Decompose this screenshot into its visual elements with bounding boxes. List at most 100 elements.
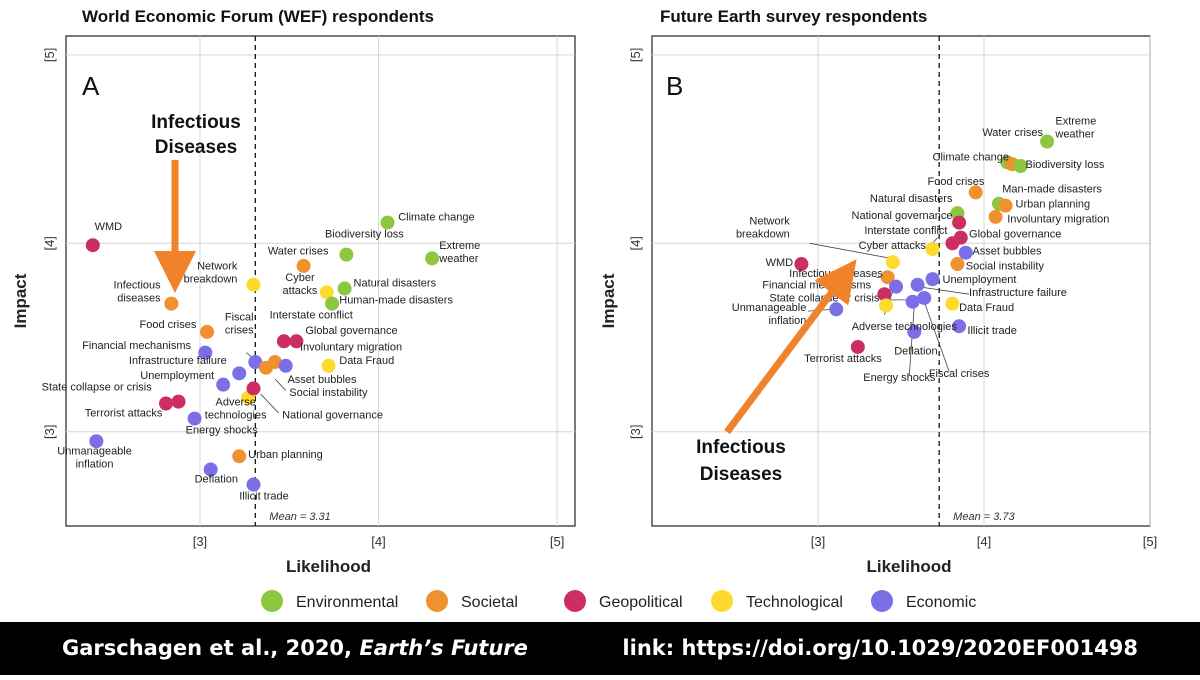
label-line: Adverse technologies xyxy=(852,321,958,333)
x-tick-label: [3] xyxy=(193,534,207,549)
point-urban-planning xyxy=(232,449,247,464)
label-line: Data Fraud xyxy=(959,302,1014,314)
label-line: National governance xyxy=(852,210,953,222)
point-unemployment xyxy=(216,377,231,392)
label-line: Natural disasters xyxy=(354,278,437,290)
point-label-terrorist-attacks: Terrorist attacks xyxy=(85,408,163,420)
point-label-urban-planning: Urban planning xyxy=(1016,199,1091,211)
panel-label: B xyxy=(666,71,683,101)
point-label-water-crises: Water crises xyxy=(268,246,329,258)
point-label-unemployment: Unemployment xyxy=(140,370,214,382)
doi-link[interactable]: link: https://doi.org/10.1029/2020EF0014… xyxy=(622,636,1138,660)
label-line: Infrastructure failure xyxy=(129,355,227,367)
label-line: diseases xyxy=(117,293,161,305)
label-line: Cyber attacks xyxy=(859,240,927,252)
point-biodiversity-loss xyxy=(1013,159,1028,174)
point-extreme-weather xyxy=(1040,134,1055,149)
point-energy-shocks xyxy=(905,294,920,309)
label-line: Social instability xyxy=(966,261,1045,273)
annotation-text: Infectious Diseases xyxy=(151,112,241,158)
leader-line xyxy=(908,305,915,376)
point-state-collapse-or-crisis xyxy=(877,287,892,302)
leader-line xyxy=(274,378,286,391)
point-natural-disasters xyxy=(337,281,352,296)
label-line: Climate change xyxy=(398,212,474,224)
point-label-deflation: Deflation xyxy=(894,346,937,358)
annotation-line: Infectious xyxy=(151,112,241,133)
point-national-governance xyxy=(952,215,967,230)
label-line: crises xyxy=(225,325,254,337)
x-tick-label: [5] xyxy=(550,534,564,549)
point-label-food-crises: Food crises xyxy=(140,319,197,331)
legend-label: Geopolitical xyxy=(599,594,683,611)
point-financial-mechanisms xyxy=(889,279,904,294)
point-biodiversity-loss xyxy=(339,247,354,262)
label-line: Financial mechanisms xyxy=(82,340,191,352)
point-deflation xyxy=(203,462,218,477)
label-line: WMD xyxy=(766,257,794,269)
point-label-cyber-attacks: Cyber attacks xyxy=(859,240,927,252)
label-line: weather xyxy=(1054,129,1094,141)
legend-swatch xyxy=(871,590,893,612)
label-line: breakdown xyxy=(184,274,238,286)
legend-swatch xyxy=(261,590,283,612)
label-line: Infectious diseases xyxy=(789,268,883,280)
point-label-unmanageable-inflation: Unmanageable inflation xyxy=(732,302,807,327)
label-line: Deflation xyxy=(894,346,937,358)
legend-swatch xyxy=(426,590,448,612)
point-label-climate-change: Climate change xyxy=(398,212,474,224)
leader-line xyxy=(809,242,892,259)
label-line: Water crises xyxy=(982,127,1043,139)
point-label-national-governance: National governance xyxy=(852,210,953,222)
point-terrorist-attacks xyxy=(171,394,186,409)
label-line: Climate change xyxy=(933,151,1009,163)
legend-item-societal: Societal xyxy=(426,590,518,612)
point-label-biodiversity-loss: Biodiversity loss xyxy=(325,229,404,241)
point-label-interstate-conflict: Interstate conflict xyxy=(270,310,353,322)
label-line: Network xyxy=(197,261,238,273)
chart-title: Future Earth survey respondents xyxy=(660,7,927,26)
label-line: Terrorist attacks xyxy=(804,353,882,365)
label-line: Human-made disasters xyxy=(339,295,453,307)
label-line: Man-made disasters xyxy=(1002,183,1102,195)
point-data-fraud xyxy=(945,296,960,311)
point-wmd xyxy=(794,257,809,272)
label-line: Asset bubbles xyxy=(972,246,1042,258)
point-national-governance xyxy=(246,381,261,396)
point-infrastructure-failure xyxy=(910,277,925,292)
point-label-energy-shocks: Energy shocks xyxy=(186,425,259,437)
label-line: Food crises xyxy=(928,176,985,188)
label-line: Unmanageable xyxy=(732,302,807,314)
legend-swatch xyxy=(564,590,586,612)
legend-label: Technological xyxy=(746,594,843,611)
point-adverse-technologies xyxy=(879,298,894,313)
point-network-breakdown xyxy=(246,277,261,292)
label-line: weather xyxy=(438,253,478,265)
label-line: Financial mechanisms xyxy=(762,280,871,292)
point-label-food-crises: Food crises xyxy=(928,176,985,188)
x-axis-title: Likelihood xyxy=(867,557,952,576)
annotation-line: Infectious xyxy=(696,437,786,458)
panel-a: World Economic Forum (WEF) respondents [3… xyxy=(11,7,576,576)
point-label-social-instability: Social instability xyxy=(289,387,368,399)
point-label-illicit-trade: Illicit trade xyxy=(239,491,289,503)
label-line: WMD xyxy=(95,221,123,233)
point-label-network-breakdown: Network breakdown xyxy=(184,261,238,286)
point-illicit-trade xyxy=(952,319,967,334)
point-label-deflation: Deflation xyxy=(195,474,238,486)
label-line: Natural disasters xyxy=(870,193,953,205)
label-line: Global governance xyxy=(305,325,397,337)
label-line: inflation xyxy=(768,315,806,327)
label-line: Illicit trade xyxy=(967,325,1017,337)
label-line: Interstate conflict xyxy=(270,310,353,322)
y-tick-label: [5] xyxy=(42,48,57,62)
point-asset-bubbles xyxy=(278,358,293,373)
y-axis-title: Impact xyxy=(599,273,618,328)
label-line: Urban planning xyxy=(248,449,323,461)
point-label-energy-shocks: Energy shocks xyxy=(863,372,936,384)
label-line: Asset bubbles xyxy=(287,374,357,386)
panel-label: A xyxy=(82,71,100,101)
footer-bar: Garschagen et al., 2020, Earth’s Future … xyxy=(0,622,1200,675)
point-global-governance xyxy=(289,334,304,349)
